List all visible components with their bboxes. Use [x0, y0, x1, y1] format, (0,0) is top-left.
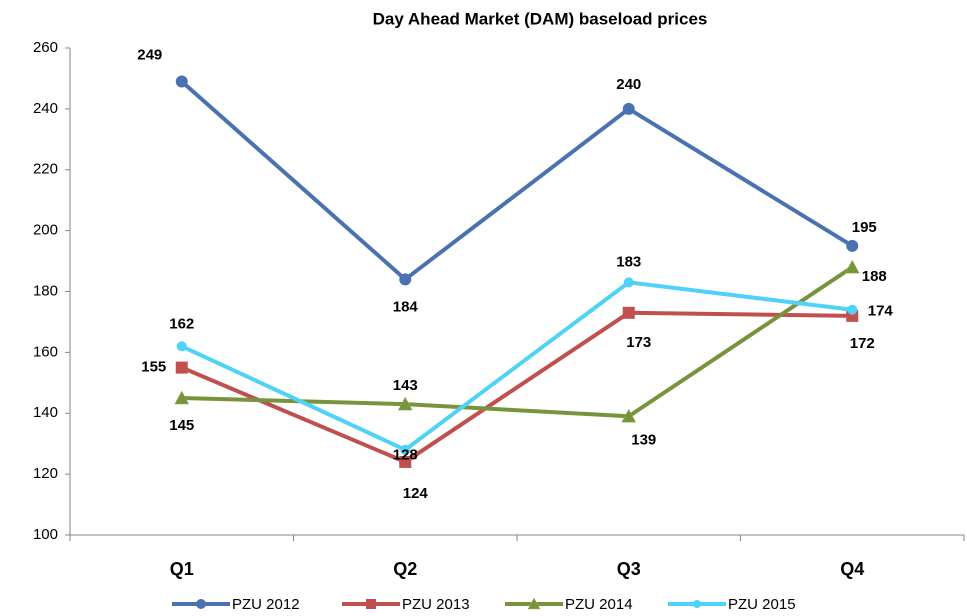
- data-label: 128: [393, 447, 418, 464]
- y-tick-label: 180: [33, 282, 58, 299]
- marker: [196, 599, 206, 609]
- data-label: 162: [169, 315, 194, 332]
- marker: [846, 239, 859, 252]
- data-label: 124: [403, 485, 429, 502]
- marker: [623, 277, 634, 288]
- y-tick-label: 120: [33, 465, 58, 482]
- data-label: 139: [631, 431, 656, 448]
- legend-label: PZU 2012: [232, 596, 300, 613]
- series-line: [181, 265, 854, 419]
- data-label: 173: [626, 334, 651, 351]
- data-label: 240: [616, 76, 641, 93]
- chart-title: Day Ahead Market (DAM) baseload prices: [373, 9, 708, 28]
- series-line: [180, 280, 853, 452]
- data-label: 172: [850, 335, 875, 352]
- marker: [847, 304, 858, 315]
- marker: [399, 455, 412, 468]
- data-label: 188: [862, 268, 887, 285]
- marker: [622, 102, 635, 115]
- marker: [175, 361, 188, 374]
- legend-label: PZU 2014: [565, 596, 633, 613]
- marker: [176, 341, 187, 352]
- legend-label: PZU 2013: [402, 596, 470, 613]
- marker: [174, 390, 190, 405]
- y-tick-label: 220: [33, 161, 58, 178]
- data-label: 249: [137, 46, 162, 63]
- marker: [175, 75, 188, 88]
- data-label: 183: [616, 253, 641, 270]
- x-tick-label: Q3: [617, 559, 641, 579]
- marker: [366, 599, 376, 609]
- series-line: [180, 310, 853, 464]
- marker: [622, 306, 635, 319]
- data-label: 155: [141, 359, 166, 376]
- y-tick-label: 100: [33, 526, 58, 543]
- marker: [397, 396, 413, 411]
- legend-label: PZU 2015: [728, 596, 796, 613]
- data-label: 174: [868, 303, 894, 320]
- data-label: 195: [852, 219, 877, 236]
- y-tick-label: 140: [33, 404, 58, 421]
- x-tick-label: Q2: [393, 559, 417, 579]
- marker: [527, 597, 541, 610]
- marker: [844, 259, 860, 274]
- series-line: [180, 79, 854, 282]
- y-tick-label: 260: [33, 39, 58, 56]
- marker: [400, 444, 411, 455]
- marker: [399, 273, 412, 286]
- marker: [621, 408, 637, 423]
- data-label: 145: [169, 417, 194, 434]
- data-label: 143: [393, 377, 418, 394]
- x-tick-label: Q4: [840, 559, 864, 579]
- y-tick-label: 160: [33, 343, 58, 360]
- x-tick-label: Q1: [170, 559, 194, 579]
- data-label: 184: [393, 298, 419, 315]
- y-tick-label: 240: [33, 100, 58, 117]
- y-tick-label: 200: [33, 222, 58, 239]
- marker: [693, 600, 701, 608]
